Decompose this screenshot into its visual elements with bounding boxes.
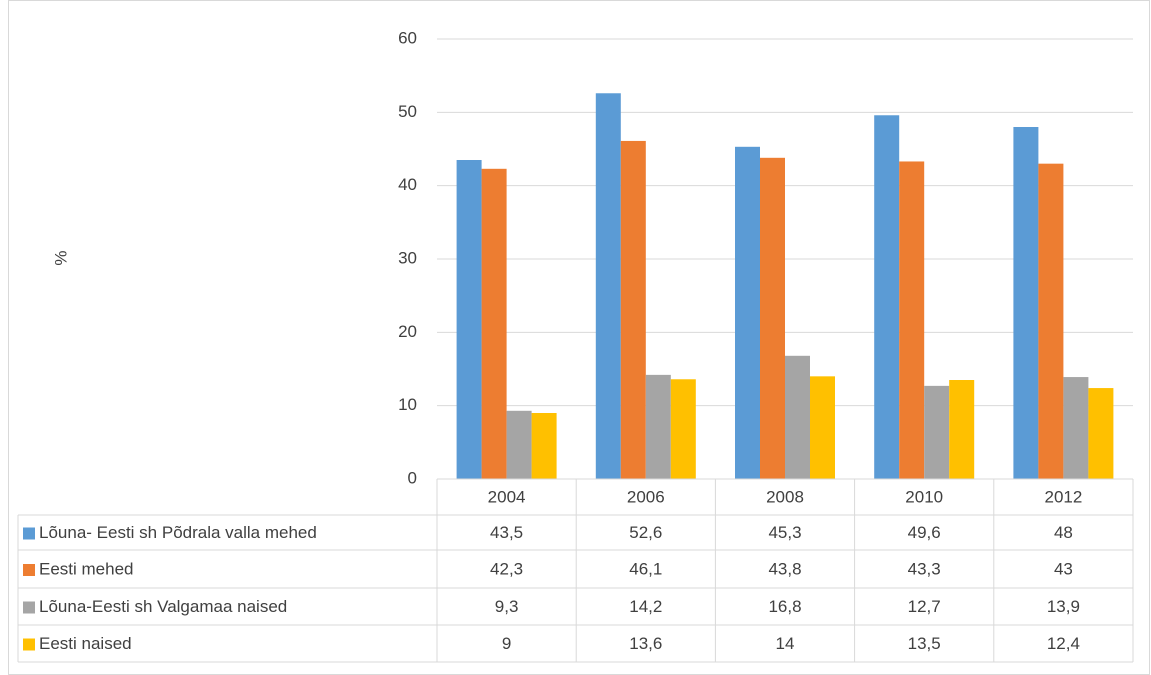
legend-label: Lõuna- Eesti sh Põdrala valla mehed — [39, 523, 317, 542]
bar — [531, 413, 557, 479]
value-label: 12,4 — [1047, 634, 1080, 653]
bar — [874, 115, 900, 480]
bar — [645, 374, 671, 479]
bar — [810, 376, 835, 479]
y-axis-label: % — [51, 250, 70, 265]
legend-label: Eesti mehed — [39, 559, 134, 578]
x-tick-label: 2010 — [905, 487, 943, 506]
bar — [1088, 388, 1114, 479]
value-label: 49,6 — [908, 523, 941, 542]
value-label: 43,8 — [768, 559, 801, 578]
bar — [620, 140, 646, 479]
y-tick-label: 40 — [398, 175, 417, 194]
x-tick-label: 2008 — [766, 487, 804, 506]
chart-frame — [8, 0, 1150, 675]
bar — [949, 380, 975, 479]
bar — [1038, 163, 1064, 479]
value-label: 45,3 — [768, 523, 801, 542]
bar — [735, 146, 760, 480]
legend-swatch — [23, 564, 35, 576]
value-label: 9,3 — [495, 597, 519, 616]
value-label: 12,7 — [908, 597, 941, 616]
bar — [760, 157, 785, 480]
value-label: 16,8 — [768, 597, 801, 616]
bar — [1013, 127, 1039, 479]
legend-label: Lõuna-Eesti sh Valgamaa naised — [39, 597, 287, 616]
value-label: 9 — [502, 634, 511, 653]
bar — [1063, 377, 1089, 479]
bar — [924, 385, 950, 479]
value-label: 13,9 — [1047, 597, 1080, 616]
legend-swatch — [23, 601, 35, 614]
y-tick-label: 0 — [408, 468, 417, 487]
value-label: 52,6 — [629, 523, 662, 542]
value-label: 43,3 — [908, 559, 941, 578]
bar — [785, 355, 810, 479]
legend-label: Eesti naised — [39, 634, 132, 653]
bar — [456, 160, 482, 479]
value-label: 13,5 — [908, 634, 941, 653]
x-tick-label: 2012 — [1044, 487, 1082, 506]
x-tick-label: 2004 — [488, 487, 526, 506]
y-tick-label: 60 — [398, 28, 417, 47]
bar — [595, 93, 621, 480]
value-label: 14 — [776, 634, 795, 653]
bar — [506, 410, 532, 479]
value-label: 13,6 — [629, 634, 662, 653]
x-tick-label: 2006 — [627, 487, 665, 506]
value-label: 43 — [1054, 559, 1073, 578]
y-tick-label: 10 — [398, 395, 417, 414]
value-label: 46,1 — [629, 559, 662, 578]
y-tick-label: 50 — [398, 102, 417, 121]
value-label: 48 — [1054, 523, 1073, 542]
legend-swatch — [23, 638, 35, 651]
bar — [899, 161, 925, 479]
value-label: 43,5 — [490, 523, 523, 542]
value-label: 42,3 — [490, 559, 523, 578]
value-label: 14,2 — [629, 597, 662, 616]
bar — [670, 379, 696, 479]
y-tick-label: 20 — [398, 322, 417, 341]
legend-swatch — [23, 527, 35, 540]
bar — [481, 168, 507, 480]
y-tick-label: 30 — [398, 248, 417, 267]
